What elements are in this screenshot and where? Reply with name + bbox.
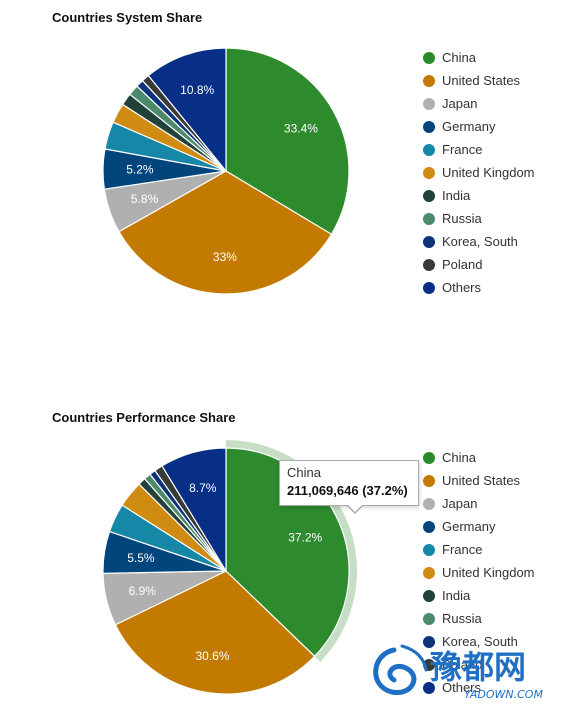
legend-label: Japan bbox=[442, 496, 478, 511]
chart-title: Countries System Share bbox=[52, 10, 203, 25]
pie-slice[interactable] bbox=[114, 570, 316, 695]
pie-slice[interactable] bbox=[161, 447, 227, 574]
legend-label: Korea, South bbox=[442, 634, 518, 649]
legend-item[interactable]: United States bbox=[423, 469, 535, 492]
legend-item[interactable]: Korea, South bbox=[423, 630, 535, 653]
legend-swatch bbox=[423, 235, 435, 248]
legend-swatch bbox=[423, 612, 435, 625]
legend-label: China bbox=[442, 450, 476, 465]
slice-data-label: 6.9% bbox=[129, 584, 157, 598]
legend-item[interactable]: Poland bbox=[423, 653, 535, 676]
legend-label: India bbox=[442, 188, 471, 203]
legend-swatch bbox=[423, 681, 435, 694]
watermark-title: 豫都网 bbox=[430, 648, 526, 686]
chart-title: Countries Performance Share bbox=[52, 410, 236, 425]
legend-system: China United States Japan Germany France Unit… bbox=[423, 46, 535, 299]
slice-data-label: 30.6% bbox=[196, 649, 230, 663]
legend-swatch bbox=[423, 74, 435, 87]
legend-label: China bbox=[442, 50, 476, 65]
legend-item[interactable]: Others bbox=[423, 676, 535, 699]
tooltip-category: China bbox=[287, 465, 321, 480]
legend-label: Korea, South bbox=[442, 234, 518, 249]
legend-label: United Kingdom bbox=[442, 165, 535, 180]
legend-item[interactable]: Korea, South bbox=[423, 230, 535, 253]
legend-label: Germany bbox=[442, 519, 496, 534]
slice-data-label: 33% bbox=[213, 250, 237, 264]
slice-data-label: 8.7% bbox=[189, 481, 217, 495]
legend-item[interactable]: Germany bbox=[423, 115, 535, 138]
legend-label: Others bbox=[442, 280, 482, 295]
legend-swatch bbox=[423, 520, 435, 533]
legend-label: India bbox=[442, 588, 471, 603]
legend-label: Russia bbox=[442, 211, 482, 226]
performance-share-chart: Countries Performance Share 37.2% 30.6% 6.… bbox=[0, 400, 573, 708]
watermark-subtitle: YADOWN.COM bbox=[464, 688, 543, 701]
legend-label: Germany bbox=[442, 119, 496, 134]
legend-item[interactable]: Poland bbox=[423, 253, 535, 276]
legend-swatch bbox=[423, 97, 435, 110]
legend-item[interactable]: Russia bbox=[423, 207, 535, 230]
legend-swatch bbox=[423, 635, 435, 648]
legend-item[interactable]: Russia bbox=[423, 607, 535, 630]
legend-item[interactable]: China bbox=[423, 446, 535, 469]
legend-item[interactable]: Others bbox=[423, 276, 535, 299]
legend-swatch bbox=[423, 166, 435, 179]
legend-label: United States bbox=[442, 73, 521, 88]
slice-data-label: 37.2% bbox=[288, 530, 322, 544]
legend-swatch bbox=[423, 474, 435, 487]
legend-swatch bbox=[423, 589, 435, 602]
system-share-chart: Countries System Share 33.4% 33% 5.8% 5.2% 1… bbox=[52, 10, 535, 299]
legend-item[interactable]: United States bbox=[423, 69, 535, 92]
legend-swatch bbox=[423, 281, 435, 294]
legend-label: Poland bbox=[442, 657, 483, 672]
pie-slice[interactable] bbox=[147, 47, 227, 173]
legend-item[interactable]: United Kingdom bbox=[423, 561, 535, 584]
swirl-icon bbox=[373, 644, 428, 695]
legend-item[interactable]: Germany bbox=[423, 515, 535, 538]
slice-data-label: 5.5% bbox=[127, 551, 155, 565]
legend-label: France bbox=[442, 142, 483, 157]
legend-item[interactable]: India bbox=[423, 184, 535, 207]
legend-item[interactable]: France bbox=[423, 538, 535, 561]
slice-data-label: 10.8% bbox=[180, 83, 214, 97]
legend-item[interactable]: China bbox=[423, 46, 535, 69]
legend-item[interactable]: United Kingdom bbox=[423, 161, 535, 184]
legend-label: United Kingdom bbox=[442, 565, 535, 580]
legend-label: Others bbox=[442, 680, 482, 695]
legend-swatch bbox=[423, 189, 435, 202]
legend-swatch bbox=[423, 566, 435, 579]
legend-swatch bbox=[423, 120, 435, 133]
legend-swatch bbox=[423, 451, 435, 464]
legend-item[interactable]: India bbox=[423, 584, 535, 607]
legend-label: Poland bbox=[442, 257, 483, 272]
site-watermark-logo: 豫都网 YADOWN.COM bbox=[373, 644, 543, 701]
legend-label: Japan bbox=[442, 96, 478, 111]
slice-data-label: 33.4% bbox=[284, 122, 318, 136]
tooltip-value: 211,069,646 (37.2%) bbox=[287, 483, 408, 498]
legend-swatch bbox=[423, 143, 435, 156]
legend-swatch bbox=[423, 543, 435, 556]
legend-item[interactable]: Japan bbox=[423, 492, 535, 515]
pie-chart-system: 33.4% 33% 5.8% 5.2% 10.8% bbox=[102, 47, 350, 295]
chart-tooltip: China 211,069,646 (37.2%) bbox=[279, 460, 419, 514]
pie-slice[interactable] bbox=[225, 47, 350, 236]
legend-item[interactable]: Japan bbox=[423, 92, 535, 115]
legend-item[interactable]: France bbox=[423, 138, 535, 161]
legend-label: Russia bbox=[442, 611, 482, 626]
legend-swatch bbox=[423, 258, 435, 271]
pie-chart-performance: 37.2% 30.6% 6.9% 5.5% 8.7% bbox=[102, 440, 357, 695]
legend-swatch bbox=[423, 212, 435, 225]
legend-label: France bbox=[442, 542, 483, 557]
legend-label: United States bbox=[442, 473, 521, 488]
legend-swatch bbox=[423, 497, 435, 510]
slice-data-label: 5.2% bbox=[126, 163, 154, 177]
legend-swatch bbox=[423, 51, 435, 64]
legend-performance: China United States Japan Germany France Unit… bbox=[423, 446, 535, 699]
tooltip-caret bbox=[346, 504, 364, 514]
slice-data-label: 5.8% bbox=[131, 192, 159, 206]
